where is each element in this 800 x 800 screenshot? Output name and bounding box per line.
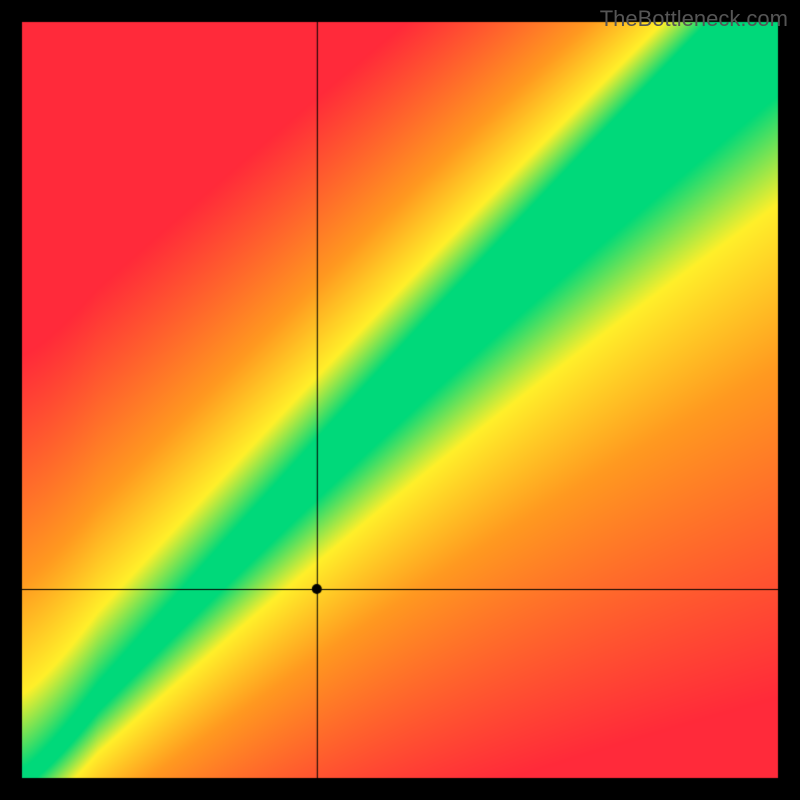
chart-container: TheBottleneck.com xyxy=(0,0,800,800)
watermark-text: TheBottleneck.com xyxy=(600,6,788,32)
heatmap-canvas xyxy=(0,0,800,800)
